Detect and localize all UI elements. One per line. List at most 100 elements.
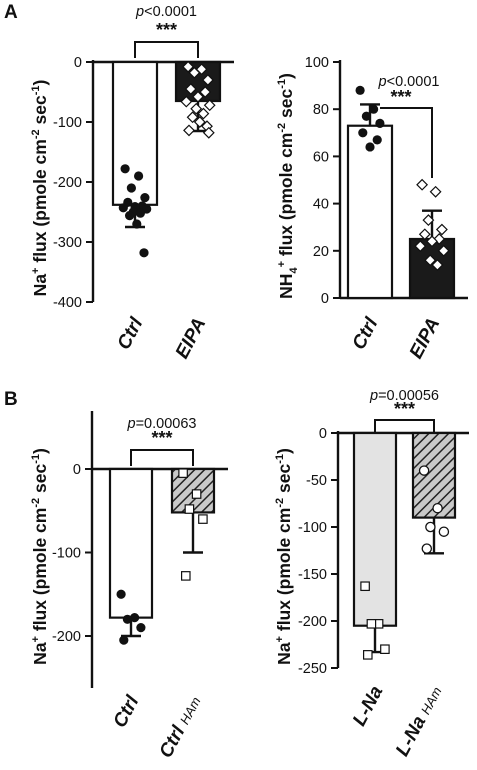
data-point — [199, 86, 212, 98]
y-tick-label: -200 — [53, 175, 82, 191]
data-point — [136, 623, 146, 633]
data-point — [424, 254, 437, 267]
category-label: Ctrl — [114, 314, 148, 353]
data-point — [418, 228, 431, 241]
y-tick-label: 20 — [313, 244, 329, 260]
y-tick-label: -200 — [52, 629, 81, 645]
category-label: EIPA — [172, 314, 211, 362]
y-tick-label: -100 — [52, 546, 81, 562]
data-point — [184, 504, 195, 514]
data-point — [203, 99, 216, 112]
y-tick-label: -50 — [306, 473, 327, 489]
significance-stars: *** — [151, 428, 172, 448]
y-tick-label: 0 — [73, 462, 81, 478]
data-point — [119, 635, 129, 645]
data-point — [188, 66, 201, 79]
panel-label-b: B — [4, 389, 18, 410]
data-point — [422, 214, 435, 227]
significance-bracket — [374, 419, 435, 432]
bar — [108, 467, 154, 619]
data-point — [180, 95, 193, 108]
data-point — [380, 644, 390, 654]
p-value: p<0.0001 — [378, 74, 440, 90]
significance-stars: *** — [390, 87, 411, 107]
data-point — [201, 74, 214, 86]
data-point — [193, 116, 206, 128]
data-point — [126, 183, 136, 193]
y-tick-label: 0 — [74, 55, 82, 71]
data-point — [421, 543, 433, 554]
y-tick-label: -100 — [298, 520, 327, 536]
data-point — [135, 208, 145, 218]
data-point — [358, 128, 368, 138]
significance-stars: *** — [394, 399, 415, 419]
data-point — [181, 571, 191, 581]
chart-a2: 0 20 40 60 80 100 NH4+ flux (pmole cm-2 sec-1)… — [276, 55, 468, 362]
data-point — [438, 526, 450, 537]
category-label: Ctrl HAm — [155, 692, 205, 761]
significance-bracket — [134, 41, 199, 58]
y-tick-label: -100 — [53, 115, 82, 131]
data-point — [192, 90, 204, 103]
data-point — [140, 193, 150, 203]
data-point — [183, 124, 195, 137]
data-point — [365, 142, 375, 152]
data-point — [122, 614, 132, 624]
data-point — [437, 244, 450, 257]
y-tick-label: 60 — [313, 149, 329, 165]
y-tick-label: 80 — [313, 102, 329, 118]
y-tick-label: -300 — [53, 235, 82, 251]
category-label: Ctrl — [349, 314, 383, 353]
y-tick-label: -250 — [298, 661, 327, 677]
data-point — [125, 211, 135, 221]
data-point — [118, 203, 128, 213]
y-axis-label: Na+ flux (pmole cm-2 sec-1) — [30, 80, 50, 297]
y-tick-label: 40 — [313, 197, 329, 213]
data-point — [134, 171, 144, 181]
data-point — [372, 135, 382, 145]
data-point — [191, 489, 202, 499]
significance-stars: *** — [156, 20, 177, 40]
y-tick-label: -150 — [298, 567, 327, 583]
data-point — [198, 514, 208, 524]
y-tick-label: 0 — [321, 291, 329, 307]
p-value: p=0.00063 — [127, 416, 197, 432]
y-tick-label: 100 — [305, 55, 329, 71]
bar — [346, 124, 394, 300]
data-point — [375, 118, 385, 128]
y-tick-label: -200 — [298, 614, 327, 630]
y-axis-label: Na+ flux (pmole cm-2 sec-1) — [30, 448, 50, 665]
bar — [352, 431, 398, 627]
data-point — [429, 185, 442, 198]
bar — [411, 431, 457, 519]
y-axis-label: NH4+ flux (pmole cm-2 sec-1) — [276, 73, 300, 299]
significance-bracket — [380, 107, 433, 178]
y-axis-label: Na+ flux (pmole cm-2 sec-1) — [274, 448, 294, 665]
data-point — [426, 235, 438, 248]
data-point — [202, 126, 215, 139]
data-point — [190, 102, 203, 115]
p-value: p=0.00056 — [369, 388, 439, 404]
data-point — [116, 589, 126, 599]
data-point — [132, 219, 142, 229]
data-point — [431, 259, 444, 271]
data-point — [361, 111, 371, 121]
significance-bracket — [130, 449, 194, 466]
data-point — [435, 223, 448, 236]
data-point — [130, 613, 140, 623]
data-point — [182, 60, 195, 73]
data-point — [425, 521, 436, 533]
data-point — [418, 465, 430, 476]
category-label: Ctrl — [110, 692, 144, 731]
data-point — [184, 83, 197, 95]
category-label: L-Na — [349, 682, 388, 730]
data-point — [197, 107, 210, 120]
p-value: p<0.0001 — [135, 4, 197, 20]
data-point — [363, 650, 373, 660]
data-point — [416, 178, 429, 191]
data-point — [186, 111, 199, 124]
